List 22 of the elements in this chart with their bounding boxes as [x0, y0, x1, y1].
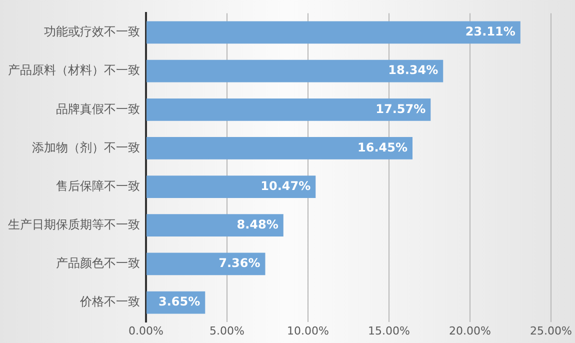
y-tick-label: 价格不一致 — [79, 294, 140, 309]
data-label: 3.65% — [158, 294, 200, 309]
y-tick-label: 产品原料（材料）不一致 — [8, 63, 140, 78]
y-tick-label: 功能或疗效不一致 — [44, 24, 140, 39]
y-tick-label: 生产日期保质期等不一致 — [8, 217, 140, 232]
x-tick-label: 0.00% — [128, 324, 164, 338]
x-tick-label: 20.00% — [449, 324, 491, 338]
data-label: 18.34% — [388, 63, 438, 78]
y-tick-label: 产品颜色不一致 — [56, 256, 140, 270]
data-label: 10.47% — [260, 178, 311, 193]
x-tick-label: 10.00% — [287, 324, 329, 338]
x-tick-label: 5.00% — [210, 324, 244, 338]
y-tick-label: 品牌真假不一致 — [56, 102, 140, 116]
data-label: 23.11% — [465, 24, 516, 39]
data-label: 16.45% — [358, 140, 408, 154]
data-label: 17.57% — [376, 102, 426, 116]
y-tick-label: 售后保障不一致 — [56, 178, 140, 193]
x-tick-label: 15.00% — [368, 324, 410, 338]
data-label: 8.48% — [236, 217, 278, 232]
data-label: 7.36% — [218, 256, 260, 270]
x-tick-label: 25.00% — [530, 324, 572, 338]
y-tick-label: 添加物（剂）不一致 — [32, 140, 140, 154]
